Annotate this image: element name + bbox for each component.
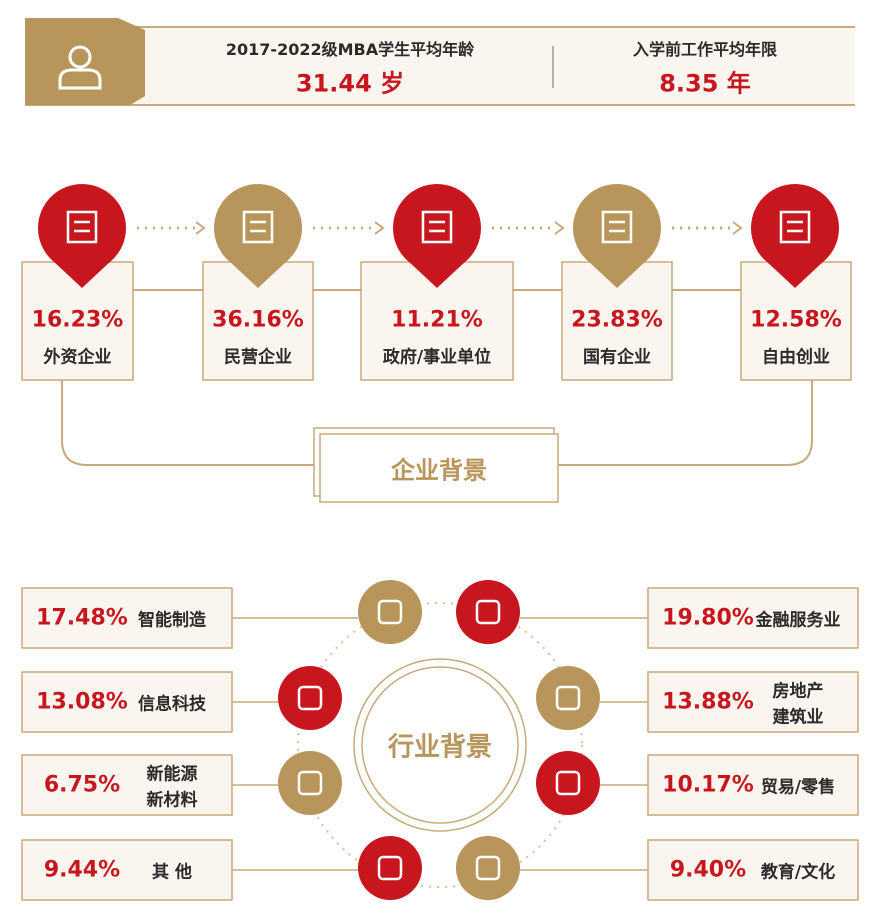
pin bbox=[214, 184, 302, 272]
industry-icon-glyph bbox=[377, 599, 403, 625]
pin bbox=[573, 184, 661, 272]
industry-percent: 13.08% bbox=[36, 689, 128, 715]
industry-box bbox=[21, 671, 233, 733]
arrow-head bbox=[195, 221, 206, 235]
industry-box bbox=[647, 839, 859, 901]
title-box bbox=[319, 433, 559, 503]
company-percent: 12.58% bbox=[750, 307, 842, 333]
industry-icon-glyph bbox=[297, 770, 323, 796]
industry-percent: 17.48% bbox=[36, 605, 128, 631]
arrow-head bbox=[374, 221, 385, 235]
industry-label: 新能源 bbox=[146, 764, 198, 785]
center-ring bbox=[361, 666, 519, 824]
section-title: 企业背景 bbox=[391, 456, 487, 485]
industry-icon bbox=[456, 836, 520, 900]
company-label: 政府/事业单位 bbox=[382, 347, 492, 368]
industry-box bbox=[647, 754, 859, 816]
pin-icon bbox=[779, 210, 811, 244]
industry-label: 信息科技 bbox=[138, 694, 206, 715]
industry-percent: 10.17% bbox=[662, 772, 754, 798]
industry-label: 金融服务业 bbox=[755, 610, 841, 631]
industry-percent: 9.44% bbox=[43, 857, 121, 883]
stat-label: 2017-2022级MBA学生平均年龄 bbox=[225, 40, 475, 59]
industry-box bbox=[647, 587, 859, 649]
pin bbox=[751, 184, 839, 272]
company-label: 外资企业 bbox=[43, 347, 112, 368]
industry-icon bbox=[278, 751, 342, 815]
industry-label: 建筑业 bbox=[772, 707, 824, 728]
industry-box bbox=[21, 754, 233, 816]
person-icon bbox=[58, 45, 102, 90]
header-band bbox=[25, 27, 855, 105]
header-icon-block bbox=[25, 18, 145, 105]
industry-icon-glyph bbox=[297, 685, 323, 711]
industry-percent: 9.40% bbox=[669, 857, 747, 883]
pin-icon bbox=[242, 210, 274, 244]
company-percent: 16.23% bbox=[31, 307, 124, 333]
industry-label: 其 他 bbox=[152, 862, 192, 883]
industry-icon bbox=[456, 580, 520, 644]
industry-box bbox=[647, 671, 859, 733]
stat-value: 8.35 年 bbox=[659, 69, 751, 98]
company-percent: 23.83% bbox=[571, 307, 663, 333]
stat-label: 入学前工作平均年限 bbox=[632, 40, 778, 59]
dotted-ring bbox=[297, 602, 583, 888]
pin-icon bbox=[66, 210, 98, 244]
bracket bbox=[61, 380, 813, 466]
industry-box bbox=[21, 839, 233, 901]
industry-icon-glyph bbox=[475, 599, 501, 625]
company-label: 国有企业 bbox=[583, 347, 651, 368]
industry-label: 教育/文化 bbox=[760, 862, 836, 883]
arrow-head bbox=[732, 221, 743, 235]
industry-percent: 13.88% bbox=[662, 689, 754, 715]
industry-icon bbox=[536, 751, 600, 815]
center-ring bbox=[353, 658, 527, 832]
stat-value: 31.44 岁 bbox=[295, 69, 405, 98]
industry-icon bbox=[536, 666, 600, 730]
industry-label: 房地产 bbox=[772, 681, 824, 702]
pin bbox=[38, 184, 126, 272]
section-title: 行业背景 bbox=[387, 732, 493, 763]
arrow-head bbox=[554, 221, 565, 235]
pin bbox=[393, 184, 481, 272]
industry-label: 贸易/零售 bbox=[760, 777, 836, 798]
industry-icon-glyph bbox=[377, 855, 403, 881]
industry-icon-glyph bbox=[555, 770, 581, 796]
pin-icon bbox=[421, 210, 453, 244]
industry-icon bbox=[278, 666, 342, 730]
industry-percent: 6.75% bbox=[43, 772, 121, 798]
company-percent: 36.16% bbox=[212, 307, 304, 333]
industry-icon bbox=[358, 580, 422, 644]
industry-box bbox=[21, 587, 233, 649]
industry-label: 新材料 bbox=[146, 790, 198, 811]
company-percent: 11.21% bbox=[391, 307, 483, 333]
company-box bbox=[21, 261, 134, 381]
company-label: 民营企业 bbox=[224, 347, 292, 368]
industry-icon-glyph bbox=[555, 685, 581, 711]
company-label: 自由创业 bbox=[762, 347, 830, 368]
industry-icon bbox=[358, 836, 422, 900]
pin-icon bbox=[601, 210, 633, 244]
industry-percent: 19.80% bbox=[662, 605, 754, 631]
industry-icon-glyph bbox=[475, 855, 501, 881]
industry-label: 智能制造 bbox=[138, 610, 206, 631]
